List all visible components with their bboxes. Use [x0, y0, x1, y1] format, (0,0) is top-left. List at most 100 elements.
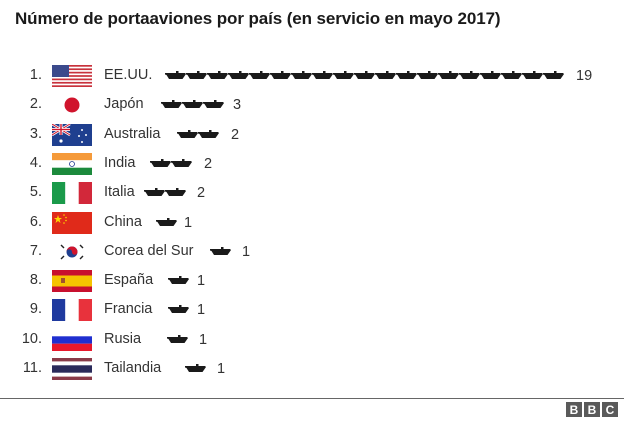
rank-label: 10.	[21, 330, 42, 347]
carrier-count: 1	[199, 331, 208, 348]
rank-label: 4.	[29, 154, 42, 171]
list-item: 6. China 1	[0, 209, 624, 237]
aircraft-carrier-icon	[333, 71, 354, 79]
russia-flag-icon	[52, 328, 92, 351]
aircraft-carrier-icon	[161, 100, 182, 109]
rank-label: 9.	[29, 301, 42, 318]
list-item: 7. Corea del Sur 1	[0, 238, 624, 266]
carrier-icons	[144, 188, 186, 197]
carrier-count: 1	[197, 273, 206, 290]
aircraft-carrier-icon	[198, 129, 219, 138]
list-item: 8. España 1	[0, 267, 624, 295]
rank-label: 2.	[29, 96, 42, 113]
aircraft-carrier-icon	[210, 246, 231, 255]
rank-label: 1.	[29, 67, 42, 83]
china-flag-icon	[52, 211, 92, 234]
carrier-count: 1	[217, 361, 226, 377]
carrier-icons	[156, 217, 177, 227]
aircraft-carrier-icon	[165, 188, 186, 197]
aircraft-carrier-icon	[501, 71, 522, 79]
country-name: India	[104, 154, 136, 171]
carrier-count: 2	[204, 155, 213, 172]
footer-separator	[0, 398, 624, 399]
carrier-count: 2	[231, 126, 240, 143]
country-name: Italia	[104, 184, 135, 201]
aircraft-carrier-icon	[171, 158, 192, 167]
carrier-count: 19	[576, 68, 593, 84]
aircraft-carrier-icon	[156, 217, 177, 226]
aircraft-carrier-icon	[168, 276, 189, 285]
list-item: 3. Australia 2	[0, 121, 624, 149]
carrier-icons	[150, 158, 192, 168]
aircraft-carrier-icon	[165, 71, 186, 79]
aircraft-carrier-icon	[144, 188, 165, 197]
country-name: Australia	[104, 125, 161, 142]
carrier-icons	[210, 246, 231, 256]
france-flag-icon	[52, 299, 92, 322]
country-name: España	[104, 272, 154, 289]
carrier-count: 3	[233, 97, 242, 114]
aircraft-carrier-icon	[167, 334, 188, 343]
carrier-count: 1	[184, 214, 193, 231]
logo-letter: B	[584, 402, 600, 417]
carrier-count: 1	[242, 243, 251, 260]
aircraft-carrier-icon	[396, 71, 417, 79]
india-flag-icon	[52, 152, 92, 175]
rank-label: 11.	[22, 360, 42, 376]
aircraft-carrier-icon	[177, 129, 198, 138]
thailand-flag-icon	[52, 358, 92, 380]
country-name: EE.UU.	[104, 67, 153, 83]
list-item: 11. Tailandia 1	[0, 355, 624, 383]
aircraft-carrier-icon	[249, 71, 270, 79]
logo-letter: C	[602, 402, 618, 417]
aircraft-carrier-icon	[291, 71, 312, 79]
rank-label: 7.	[29, 242, 42, 259]
usa-flag-icon	[52, 65, 92, 87]
carrier-icons	[167, 334, 188, 344]
carrier-icons	[185, 364, 206, 373]
aircraft-carrier-icon	[438, 71, 459, 79]
aircraft-carrier-icon	[207, 71, 228, 79]
country-name: Japón	[104, 96, 144, 113]
carrier-icons	[177, 129, 219, 139]
list-item: 9. Francia 1	[0, 296, 624, 324]
list-item: 1. EE.UU. 19	[0, 62, 624, 90]
aircraft-carrier-icon	[417, 71, 438, 79]
country-name: Francia	[104, 301, 153, 318]
carrier-count: 2	[197, 185, 206, 202]
aircraft-carrier-icon	[312, 71, 333, 79]
aircraft-carrier-icon	[543, 71, 564, 79]
south-korea-flag-icon	[52, 240, 92, 263]
japan-flag-icon	[52, 94, 92, 117]
aircraft-carrier-icon	[375, 71, 396, 79]
country-name: Corea del Sur	[104, 242, 194, 259]
carrier-icons	[161, 100, 224, 109]
aircraft-carrier-icon	[182, 100, 203, 109]
chart-title: Número de portaaviones por país (en serv…	[15, 9, 501, 28]
aircraft-carrier-icon	[150, 158, 171, 167]
rank-label: 8.	[29, 272, 42, 289]
aircraft-carrier-icon	[354, 71, 375, 79]
carrier-icons	[168, 305, 189, 314]
list-item: 5. Italia 2	[0, 179, 624, 207]
aircraft-carrier-icon	[522, 71, 543, 79]
country-name: Rusia	[104, 330, 142, 347]
aircraft-carrier-icon	[186, 71, 207, 79]
rank-label: 5.	[29, 184, 42, 201]
bbc-logo: B B C	[566, 402, 618, 417]
australia-flag-icon	[52, 123, 92, 146]
logo-letter: B	[566, 402, 582, 417]
aircraft-carrier-icon	[459, 71, 480, 79]
list-item: 10. Rusia 1	[0, 326, 624, 354]
rank-label: 3.	[29, 125, 42, 142]
list-item: 2. Japón 3	[0, 91, 624, 119]
italy-flag-icon	[52, 182, 92, 205]
list-item: 4. India 2	[0, 150, 624, 178]
aircraft-carrier-icon	[228, 71, 249, 79]
aircraft-carrier-icon	[203, 100, 224, 109]
carrier-icons	[168, 276, 189, 285]
country-name: Tailandia	[104, 360, 162, 376]
aircraft-carrier-icon	[185, 364, 206, 372]
rank-label: 6.	[29, 213, 42, 230]
aircraft-carrier-icon	[480, 71, 501, 79]
